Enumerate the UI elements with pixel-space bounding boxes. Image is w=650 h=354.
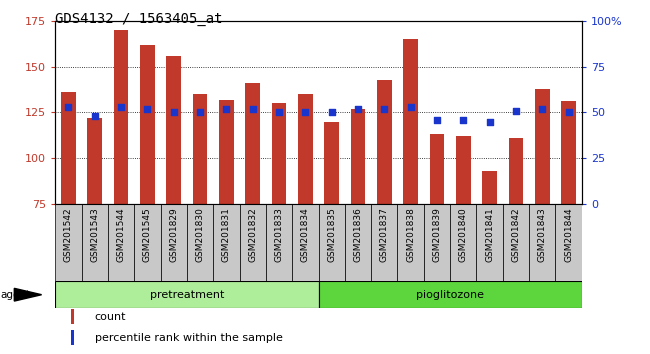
Point <box>379 106 389 112</box>
Text: GSM201544: GSM201544 <box>116 207 125 262</box>
Bar <box>161 204 187 281</box>
Text: GSM201543: GSM201543 <box>90 207 99 262</box>
Bar <box>404 40 418 204</box>
Bar <box>61 92 75 204</box>
Bar <box>55 281 318 308</box>
Text: GSM201834: GSM201834 <box>301 207 310 262</box>
Bar <box>108 204 135 281</box>
Bar <box>298 94 313 204</box>
Bar <box>509 138 523 204</box>
Bar <box>55 204 82 281</box>
Bar <box>456 136 471 204</box>
Point <box>195 110 205 115</box>
Bar <box>450 204 476 281</box>
Bar <box>240 204 266 281</box>
Bar <box>345 204 371 281</box>
Point <box>168 110 179 115</box>
Text: GSM201832: GSM201832 <box>248 207 257 262</box>
Text: GSM201835: GSM201835 <box>327 207 336 262</box>
Point <box>353 106 363 112</box>
Bar <box>71 309 73 324</box>
Bar <box>535 89 549 204</box>
Bar <box>82 204 108 281</box>
Point <box>63 104 73 110</box>
Text: percentile rank within the sample: percentile rank within the sample <box>95 333 283 343</box>
Bar <box>187 204 213 281</box>
Text: GSM201836: GSM201836 <box>354 207 363 262</box>
Bar <box>424 204 450 281</box>
Text: GDS4132 / 1563405_at: GDS4132 / 1563405_at <box>55 12 223 27</box>
Bar <box>140 45 155 204</box>
Bar <box>430 134 444 204</box>
Point <box>564 110 574 115</box>
Point <box>142 106 153 112</box>
Bar <box>213 204 240 281</box>
Bar <box>135 204 161 281</box>
Bar <box>398 204 424 281</box>
Bar <box>219 99 233 204</box>
Text: GSM201545: GSM201545 <box>143 207 152 262</box>
Text: pretreatment: pretreatment <box>150 290 224 300</box>
Text: pioglitozone: pioglitozone <box>416 290 484 300</box>
Text: GSM201837: GSM201837 <box>380 207 389 262</box>
Point <box>274 110 284 115</box>
Bar <box>246 83 260 204</box>
Text: GSM201841: GSM201841 <box>485 207 494 262</box>
Point <box>248 106 258 112</box>
Bar <box>272 103 286 204</box>
Point <box>300 110 311 115</box>
Text: GSM201829: GSM201829 <box>169 207 178 262</box>
Bar <box>476 204 503 281</box>
Text: GSM201831: GSM201831 <box>222 207 231 262</box>
Point <box>458 117 469 122</box>
Bar <box>71 331 73 346</box>
Point <box>221 106 231 112</box>
Point <box>116 104 126 110</box>
Bar <box>114 30 128 204</box>
Text: GSM201840: GSM201840 <box>459 207 468 262</box>
Point <box>484 119 495 124</box>
Text: GSM201833: GSM201833 <box>274 207 283 262</box>
Bar <box>166 56 181 204</box>
Bar <box>193 94 207 204</box>
Text: agent: agent <box>1 290 31 300</box>
Polygon shape <box>14 288 42 301</box>
Bar <box>371 204 398 281</box>
Bar <box>556 204 582 281</box>
Bar <box>529 204 556 281</box>
Text: GSM201839: GSM201839 <box>432 207 441 262</box>
Bar <box>292 204 318 281</box>
Bar <box>318 204 345 281</box>
Bar <box>377 80 391 204</box>
Point <box>90 113 100 119</box>
Point <box>406 104 416 110</box>
Text: GSM201842: GSM201842 <box>512 207 521 262</box>
Text: GSM201542: GSM201542 <box>64 207 73 262</box>
Point <box>326 110 337 115</box>
Bar <box>351 109 365 204</box>
Bar <box>562 102 576 204</box>
Text: GSM201830: GSM201830 <box>196 207 205 262</box>
Text: GSM201844: GSM201844 <box>564 207 573 262</box>
Point <box>537 106 547 112</box>
Bar <box>266 204 292 281</box>
Point <box>432 117 442 122</box>
Point <box>511 108 521 113</box>
Bar <box>88 118 102 204</box>
Bar <box>318 281 582 308</box>
Text: GSM201843: GSM201843 <box>538 207 547 262</box>
Bar <box>503 204 529 281</box>
Bar <box>324 121 339 204</box>
Text: count: count <box>95 312 126 322</box>
Text: GSM201838: GSM201838 <box>406 207 415 262</box>
Bar <box>482 171 497 204</box>
